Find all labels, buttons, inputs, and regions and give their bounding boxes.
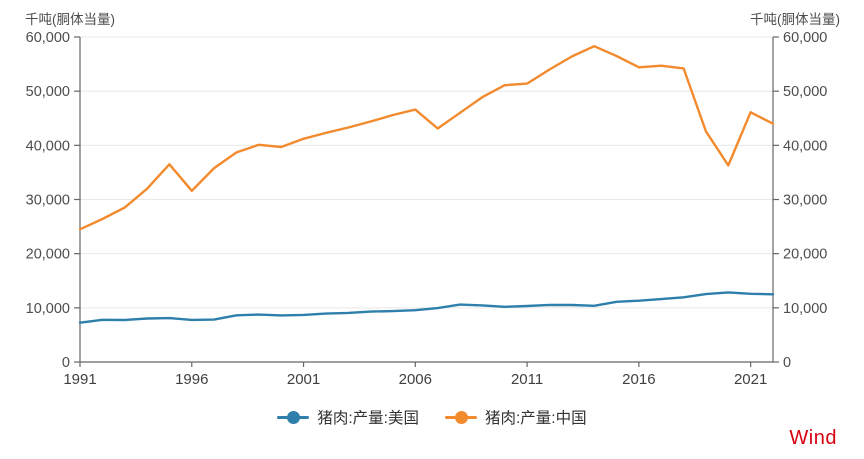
y-tick-label-right: 10,000 bbox=[783, 301, 827, 317]
y-tick-label-right: 50,000 bbox=[783, 84, 827, 100]
line-dot-marker-icon bbox=[277, 410, 310, 424]
legend: 猪肉:产量:美国 猪肉:产量:中国 bbox=[0, 403, 864, 431]
y-axis-unit-left: 千吨(胴体当量) bbox=[25, 12, 115, 27]
legend-label-us: 猪肉:产量:美国 bbox=[317, 410, 419, 427]
y-tick-label-right: 0 bbox=[783, 355, 791, 371]
y-tick-label-left: 50,000 bbox=[26, 84, 70, 100]
x-tick-label: 2016 bbox=[622, 371, 655, 388]
x-tick-label: 2021 bbox=[734, 371, 767, 388]
y-tick-label-left: 20,000 bbox=[26, 247, 70, 263]
y-tick-label-left: 40,000 bbox=[26, 138, 70, 154]
line-dot-marker-icon bbox=[445, 410, 477, 424]
y-tick-label-right: 30,000 bbox=[783, 193, 827, 209]
x-tick-label: 1996 bbox=[175, 371, 208, 388]
x-tick-label: 2006 bbox=[399, 371, 432, 388]
y-tick-label-left: 0 bbox=[62, 355, 70, 371]
legend-label-china: 猪肉:产量:中国 bbox=[485, 410, 587, 427]
y-tick-label-left: 60,000 bbox=[26, 30, 70, 46]
x-tick-label: 2011 bbox=[511, 371, 543, 388]
series-line-china bbox=[78, 45, 775, 231]
y-tick-label-left: 10,000 bbox=[26, 301, 70, 317]
y-tick-label-left: 30,000 bbox=[26, 193, 70, 209]
y-tick-label-right: 20,000 bbox=[783, 247, 827, 263]
y-tick-label-right: 60,000 bbox=[783, 30, 827, 46]
legend-item-china[interactable]: 猪肉:产量:中国 bbox=[445, 406, 587, 428]
wind-logo: Wind bbox=[789, 427, 837, 449]
legend-item-us[interactable]: 猪肉:产量:美国 bbox=[277, 406, 419, 428]
y-axis-unit-right: 千吨(胴体当量) bbox=[750, 12, 840, 27]
x-tick-label: 1991 bbox=[63, 371, 96, 388]
y-tick-label-right: 40,000 bbox=[783, 138, 827, 154]
series-line-us bbox=[78, 291, 775, 324]
x-tick-label: 2001 bbox=[287, 371, 320, 388]
